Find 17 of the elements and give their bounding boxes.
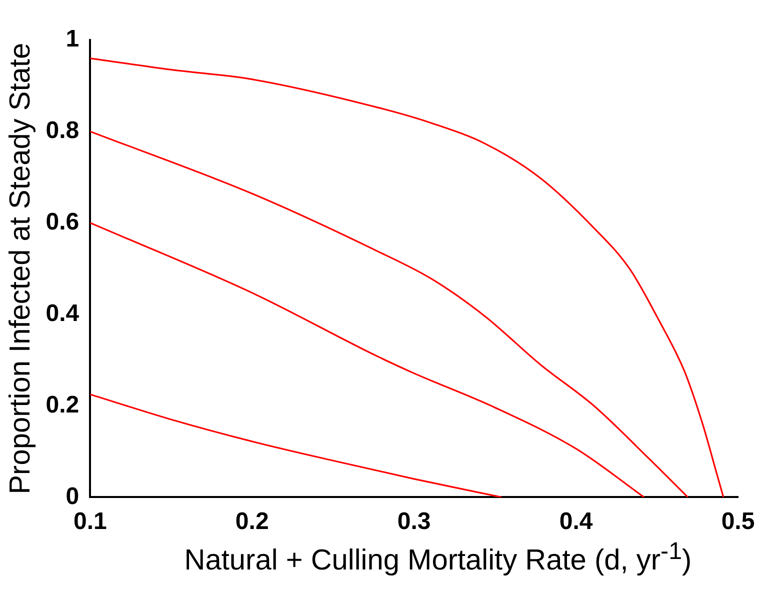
y-tick-label: 0.4 (46, 300, 80, 327)
x-axis-title: Natural + Culling Mortality Rate (d, yr$^{-1}$) (183, 538, 693, 578)
y-tick-label: 1 (66, 26, 80, 53)
x-tick-label: 0.1 (73, 508, 107, 536)
y-tick-label: 0 (66, 482, 80, 510)
y-tick-label: 0.6 (46, 208, 80, 236)
x-tick-label: 0.4 (559, 508, 594, 536)
y-tick-label: 0.8 (46, 117, 80, 144)
x-tick-label: 0.3 (397, 508, 431, 536)
x-tick-label: 0.5 (721, 508, 755, 536)
x-tick-label: 0.2 (235, 508, 269, 536)
line-series (90, 222, 645, 498)
line-series (90, 130, 689, 498)
y-tick-label: 0.2 (46, 391, 80, 418)
line-series (90, 394, 502, 498)
line-series (90, 57, 724, 498)
y-axis-title: Proportion Infected at Steady State (4, 42, 36, 494)
